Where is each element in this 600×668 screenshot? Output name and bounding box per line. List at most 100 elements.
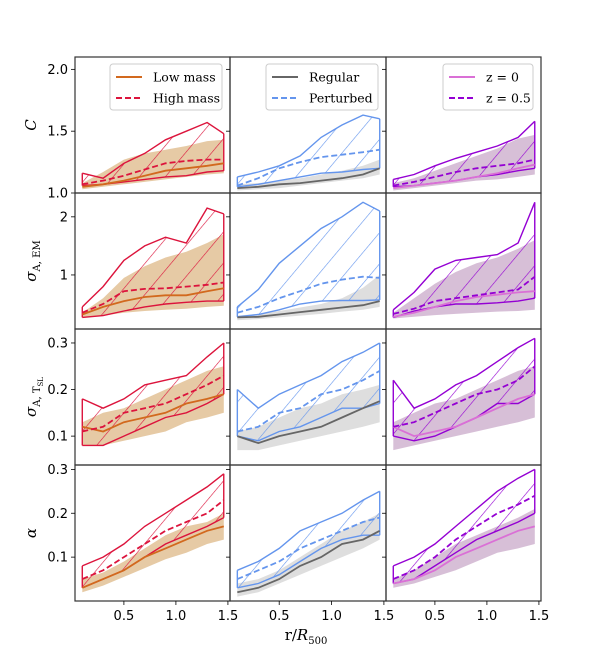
band-upper-edge [392,202,536,311]
y-label-subsubscript: SL [37,377,45,387]
y-tick-label: 2.0 [47,63,68,78]
median-line-perturbed [237,148,380,187]
median-line-z-0-5 [393,275,536,315]
band-lower-edge [237,167,380,188]
panel-3-0: 0.1 0.2 0.3 0.5 1.0 1.5 α [22,463,238,624]
x-axis-label: r/R500 [285,626,328,647]
median-line-regular [237,530,381,594]
band-lower-edge [237,299,380,318]
legend-label: Low mass [153,70,216,85]
median-line-high-mass [82,374,225,433]
median-line-z-0 [393,290,535,318]
x-tick-label: 1.5 [218,609,239,624]
x-label-subscript: 500 [308,636,327,647]
band-upper-edge [392,337,536,410]
plot-area [236,342,381,451]
hatched-band [82,473,224,588]
legend-label: z = 0 [486,70,519,85]
x-tick-label: 0.5 [425,609,446,624]
plot-area [81,207,225,319]
median-line-low-mass [82,162,224,188]
y-tick-label: 0.3 [47,463,68,478]
plot-area [236,114,381,191]
band-upper-edge [237,114,380,178]
x-label-text: r/ [285,626,298,644]
legend-label: Perturbed [309,91,373,106]
y-axis-label: C [22,119,40,131]
y-axis-label: σA, EM [22,240,43,281]
median-line-z-0-5 [392,494,536,580]
x-tick-label: 1.0 [477,609,498,624]
x-tick-label: 0.5 [269,609,290,624]
y-axis-label: α [22,528,40,538]
band-upper-edge [393,468,536,567]
hatched-band [393,469,535,584]
panel-1-1 [226,192,387,330]
median-line-low-mass [81,287,224,316]
panel-0-2: z = 0 z = 0.5 [382,56,542,194]
median-line-regular [237,400,381,445]
band-upper-edge [81,207,225,308]
y-tick-label: 2 [60,210,68,225]
panel-3-2: 0.5 1.0 1.5 [382,464,549,624]
legend-box [442,63,534,111]
hatched-band [237,115,380,187]
x-label-symbol: R [296,626,308,644]
legend: z = 0 z = 0.5 [442,63,534,111]
hatched-band [393,121,535,187]
band-upper-edge [237,490,381,571]
shaded-band [237,159,380,191]
median-line-z-0 [393,163,535,189]
plot-area [236,201,381,321]
y-label-subscript: A, T [32,386,43,408]
panel-0-0: 1.0 1.5 2.0 C Low mass High mass [22,56,231,202]
y-tick-label: 1.0 [47,187,68,202]
y-tick-label: 0.3 [47,336,68,351]
y-tick-label: 0.2 [47,507,68,522]
median-line-z-0 [393,525,536,585]
median-line-perturbed [237,275,380,314]
band-lower-edge [82,393,225,447]
plot-area [236,490,381,597]
hatched-band [82,343,224,446]
y-label-symbol: C [22,119,40,131]
median-line-perturbed [236,516,380,580]
median-line-low-mass [81,525,225,589]
panel-1-2 [382,192,542,330]
panel-2-0: 0.1 0.2 0.3 σA, TSL [22,328,231,466]
median-line-z-0-5 [393,365,536,428]
x-tick-label: 1.5 [374,609,395,624]
legend-label: High mass [153,91,220,106]
panel-3-1: 0.5 1.0 1.5 [226,464,395,624]
y-tick-label: 1 [60,268,68,283]
panel-frame [385,464,542,602]
y-tick-label: 0.1 [47,551,68,566]
y-tick-label: 0.1 [47,430,68,445]
panel-0-1: Regular Perturbed [226,56,387,194]
y-tick-label: 1.5 [47,125,68,140]
median-line-low-mass [82,393,225,433]
legend-label: z = 0.5 [486,91,531,106]
hatched-band [82,208,224,318]
median-line-z-0-5 [393,158,535,187]
median-line-high-mass [82,158,224,186]
plot-area [81,473,225,593]
legend-label: Regular [309,70,359,85]
x-tick-label: 1.0 [321,609,342,624]
panel-2-2 [382,328,542,466]
plot-area [81,121,225,190]
y-label-symbol: σ [22,271,40,282]
hatched-band [82,122,224,186]
x-tick-label: 1.0 [166,609,187,624]
median-line-regular [237,300,380,319]
band-lower-edge [393,297,535,319]
band-upper-edge [82,473,225,567]
x-tick-label: 0.5 [114,609,135,624]
median-line-regular [237,167,381,189]
legend: Regular Perturbed [265,63,379,111]
legend: Low mass High mass [109,63,223,111]
band-upper-edge [236,201,381,308]
band-lower-edge [237,534,380,589]
plot-area [392,202,536,319]
